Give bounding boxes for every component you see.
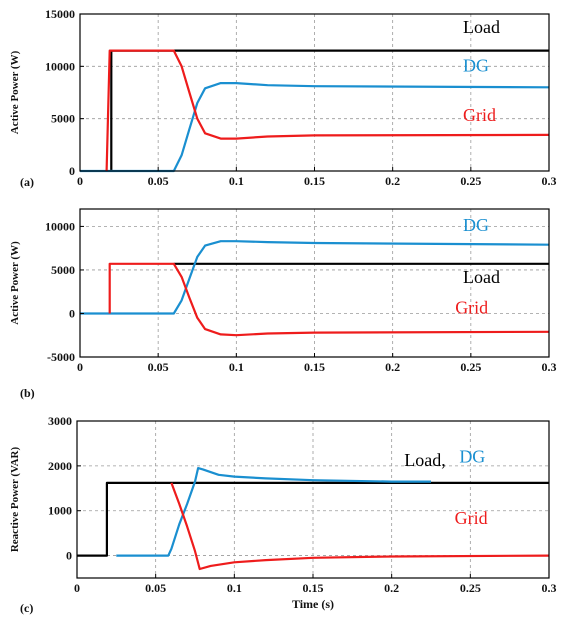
y-tick-label: 10000 xyxy=(45,59,75,73)
y-tick-label: 0 xyxy=(66,549,72,563)
y-tick-label: -5000 xyxy=(47,350,75,364)
y-tick-label: 0 xyxy=(69,164,75,178)
panel-label: (b) xyxy=(20,386,35,400)
chart-panel-1: 0 0.05 0.1 0.15 0.2 0.25 0.3 0 5000 10000 15000 Act… xyxy=(9,7,557,189)
y-tick-label: 0 xyxy=(69,306,75,320)
series-line-dg xyxy=(80,240,550,315)
series-annotation-dg: DG xyxy=(463,56,489,76)
series-annotation-load: Load xyxy=(463,17,500,37)
x-tick-label: 0.2 xyxy=(385,174,400,188)
y-axis-label: Reactive Power (VAR) xyxy=(9,447,21,553)
chart-panel-3: 0 0.05 0.1 0.15 0.2 0.25 0.3 0 1000 2000 3000 React… xyxy=(9,414,557,615)
x-tick-label: 0.1 xyxy=(229,360,244,374)
x-tick-label: 0.25 xyxy=(460,174,481,188)
x-tick-label: 0.3 xyxy=(542,174,557,188)
y-axis-label: Active Power (W) xyxy=(9,241,21,325)
x-tick-label: 0 xyxy=(77,174,83,188)
x-tick-label: 0.25 xyxy=(460,360,481,374)
x-tick-label: 0 xyxy=(77,360,83,374)
series-annotation-load: Load xyxy=(463,267,500,287)
series-line-dg xyxy=(116,467,431,557)
x-axis-label: Time (s) xyxy=(292,597,334,611)
series-line-grid xyxy=(108,262,550,337)
series-annotation-load: Load, xyxy=(404,450,445,470)
panel-label: (a) xyxy=(20,175,34,189)
y-tick-label: 3000 xyxy=(48,414,72,428)
x-tick-label: 0.2 xyxy=(385,360,400,374)
x-tick-label: 0.15 xyxy=(304,174,325,188)
y-tick-label: 15000 xyxy=(45,7,75,21)
series-annotation-grid: Grid xyxy=(455,297,488,317)
series-annotation-grid: Grid xyxy=(463,105,496,125)
x-tick-label: 0 xyxy=(74,581,80,595)
series-line-load xyxy=(77,481,549,557)
x-tick-label: 0.3 xyxy=(542,360,557,374)
x-tick-label: 0.15 xyxy=(304,360,325,374)
series-annotation-dg: DG xyxy=(459,446,485,466)
y-tick-label: 5000 xyxy=(51,112,75,126)
y-tick-label: 2000 xyxy=(48,459,72,473)
y-axis-label: Active Power (W) xyxy=(9,50,21,134)
chart-panel-2: 0 0.05 0.1 0.15 0.2 0.25 0.3-50000500010000Act… xyxy=(9,208,557,400)
series-line-dg xyxy=(80,82,550,173)
x-tick-label: 0.25 xyxy=(460,581,481,595)
y-tick-label: 10000 xyxy=(45,219,75,233)
x-tick-label: 0.05 xyxy=(148,360,169,374)
series-line-grid xyxy=(170,482,550,571)
x-tick-label: 0.2 xyxy=(384,581,399,595)
x-tick-label: 0.3 xyxy=(542,581,557,595)
y-tick-label: 1000 xyxy=(48,504,72,518)
series-annotation-dg: DG xyxy=(463,215,489,235)
x-tick-label: 0.15 xyxy=(303,581,324,595)
x-tick-label: 0.05 xyxy=(148,174,169,188)
y-tick-label: 5000 xyxy=(51,263,75,277)
x-tick-label: 0.1 xyxy=(229,174,244,188)
series-annotation-grid: Grid xyxy=(455,508,488,528)
x-tick-label: 0.05 xyxy=(145,581,166,595)
panel-label: (c) xyxy=(20,601,33,615)
x-tick-label: 0.1 xyxy=(227,581,242,595)
series-line-grid xyxy=(105,49,550,172)
